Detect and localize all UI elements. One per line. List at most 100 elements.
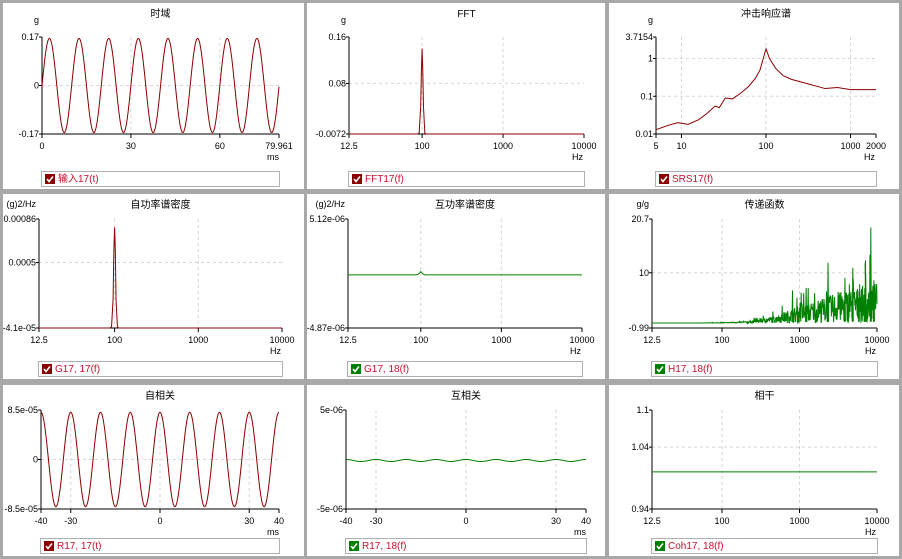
x-tick-label: 100 [107, 335, 122, 345]
x-tick-label: 0 [157, 516, 162, 526]
x-tick-label: 12.5 [643, 516, 661, 526]
chart-title: 互相关 [451, 389, 481, 402]
series-line-0 [349, 48, 584, 135]
legend[interactable]: G17, 17(f) [38, 361, 283, 377]
chart-svg: 自相关 ms -40 -30 0 30 40 8.5e-05 0 -8.5e-05 [4, 389, 284, 537]
x-tick-label: 40 [274, 516, 284, 526]
x-axis-label: Hz [864, 152, 875, 162]
y-tick-label: -0.99 [628, 323, 649, 333]
grid [349, 37, 584, 134]
legend[interactable]: R17, 18(f) [345, 538, 587, 554]
legend[interactable]: G17, 18(f) [347, 361, 583, 377]
x-tick-label: 0 [463, 516, 468, 526]
chart-title: 自相关 [145, 389, 175, 402]
series-line-0 [652, 227, 878, 325]
x-axis-label: Hz [270, 346, 281, 356]
x-axis-label: Hz [865, 346, 876, 356]
x-tick-label: 0 [39, 141, 44, 151]
chart-panel-p7: 自相关 ms -40 -30 0 30 40 8.5e-05 0 -8.5e-05 R17, 17(… [3, 385, 304, 556]
x-axis-label: Hz [865, 527, 876, 537]
legend-label: H17, 18(f) [668, 364, 713, 375]
y-axis-label: g/g [636, 199, 649, 209]
y-tick-label: 0.08 [328, 78, 346, 88]
x-tick-label: 1000 [491, 335, 511, 345]
chart-svg: FFT g Hz 12.5 100 1000 10000 0.16 0.08 -0.0072 [315, 9, 596, 162]
chart-svg: 相干 Hz 12.5 100 1000 10000 1.1 1.04 0.94 [631, 389, 889, 537]
legend-checkbox[interactable] [351, 364, 361, 374]
legend-label: R17, 18(f) [362, 541, 407, 552]
x-axis-label: ms [267, 152, 279, 162]
grid [39, 219, 282, 328]
chart-svg: 冲击响应谱 g Hz 5 10 100 1000 2000 3.7154 1 0.1 0.01 [625, 7, 886, 162]
x-tick-label: 12.5 [643, 335, 661, 345]
check-icon [350, 543, 358, 550]
legend-checkbox[interactable] [659, 174, 669, 184]
y-tick-label: 1.04 [631, 442, 649, 452]
y-axis-label: g [648, 15, 653, 25]
chart-title: 相干 [755, 389, 775, 402]
legend-label: FFT17(f) [365, 174, 404, 185]
chart-title: 互功率谱密度 [435, 198, 495, 211]
check-icon [656, 366, 664, 373]
y-tick-label: 0.00086 [3, 214, 36, 224]
chart-title: 时域 [151, 7, 171, 20]
legend-checkbox[interactable] [44, 541, 54, 551]
legend[interactable]: FFT17(f) [348, 171, 585, 187]
x-tick-label: -30 [64, 516, 77, 526]
y-tick-label: 8.5e-05 [7, 405, 38, 415]
legend-label: 输入17(t) [58, 174, 99, 185]
y-tick-label: 0.1 [640, 91, 653, 101]
x-tick-label: 10 [676, 141, 686, 151]
y-tick-label: 20.7 [631, 214, 649, 224]
series-line-0 [348, 270, 582, 276]
y-tick-label: 0 [33, 455, 38, 465]
check-icon [352, 366, 360, 373]
legend[interactable]: Coh17, 18(f) [651, 538, 878, 554]
chart-svg: 传递函数 g/g Hz 12.5 100 1000 10000 20.7 10 -0.99 [628, 198, 889, 356]
x-tick-label: 12.5 [30, 335, 48, 345]
legend-checkbox[interactable] [352, 174, 362, 184]
x-axis-label: ms [267, 527, 279, 537]
y-tick-label: -8.5e-05 [4, 504, 38, 514]
legend[interactable]: 输入17(t) [41, 171, 280, 187]
legend-label: SRS17(f) [672, 174, 714, 185]
check-icon [46, 176, 54, 183]
x-tick-label: 5 [653, 141, 658, 151]
legend[interactable]: H17, 18(f) [651, 361, 878, 377]
x-tick-label: 100 [758, 141, 773, 151]
legend-checkbox[interactable] [349, 541, 359, 551]
y-tick-label: 0 [34, 81, 39, 91]
legend[interactable]: SRS17(f) [655, 171, 877, 187]
x-tick-label: 79.961 [265, 141, 293, 151]
check-icon [43, 366, 51, 373]
chart-title: FFT [457, 9, 475, 20]
x-tick-label: 1000 [841, 141, 861, 151]
y-tick-label: -5e-06 [317, 504, 343, 514]
legend[interactable]: R17, 17(t) [40, 538, 280, 554]
chart-panel-p9: 相干 Hz 12.5 100 1000 10000 1.1 1.04 0.94 Coh17, 18… [609, 385, 899, 556]
legend-checkbox[interactable] [655, 541, 665, 551]
series-line-0 [655, 47, 876, 131]
x-tick-label: 10000 [269, 335, 294, 345]
chart-panel-p6: 传递函数 g/g Hz 12.5 100 1000 10000 20.7 10 -0.99 H17,… [609, 194, 899, 379]
series-line-0 [41, 37, 280, 134]
legend-checkbox[interactable] [42, 364, 52, 374]
y-tick-label: 10 [639, 268, 649, 278]
y-tick-label: -0.17 [18, 129, 39, 139]
x-tick-label: -40 [339, 516, 352, 526]
x-tick-label: 12.5 [340, 141, 358, 151]
x-tick-label: 1000 [188, 335, 208, 345]
grid [656, 37, 876, 134]
x-axis-label: ms [574, 527, 586, 537]
series-line-0 [346, 459, 586, 462]
legend-checkbox[interactable] [45, 174, 55, 184]
y-tick-label: 0.16 [328, 32, 346, 42]
legend-checkbox[interactable] [655, 364, 665, 374]
x-tick-label: 100 [413, 335, 428, 345]
x-tick-label: 60 [215, 141, 225, 151]
y-axis-label: g [341, 15, 346, 25]
y-tick-label: 5e-06 [320, 405, 343, 415]
y-tick-label: 1.1 [636, 405, 649, 415]
